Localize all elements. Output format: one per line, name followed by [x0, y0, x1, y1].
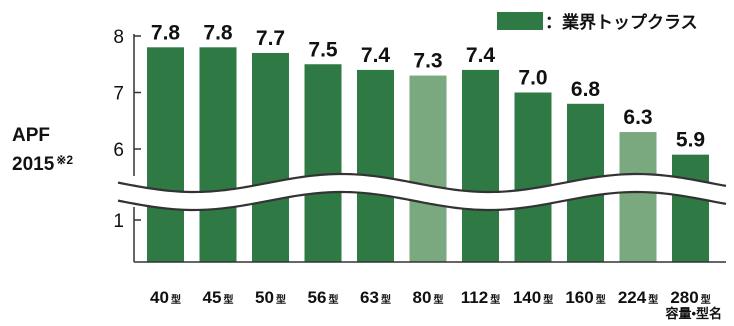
x-tick-140: 140 型	[513, 288, 553, 307]
x-tick-50: 50 型	[255, 288, 286, 307]
value-label-140: 7.0	[518, 67, 547, 90]
y-tick-label-6: 6	[113, 140, 124, 161]
y-tick-label-7: 7	[113, 84, 124, 105]
y-axis: 8 7 6 1	[113, 27, 726, 263]
bar-63	[357, 69, 394, 263]
value-label-40: 7.8	[151, 21, 181, 44]
x-tick-56: 56 型	[308, 288, 339, 307]
x-tick-80: 80 型	[413, 288, 444, 307]
y-tick-label-1: 1	[113, 211, 124, 232]
value-label-56: 7.5	[308, 38, 338, 61]
x-tick-112: 112 型	[461, 288, 500, 307]
bar-40	[147, 47, 184, 262]
x-tick-40: 40 型	[150, 288, 181, 307]
value-label-63: 7.4	[361, 44, 391, 67]
bar-224	[619, 132, 657, 262]
bar-80	[409, 75, 447, 262]
x-tick-280: 280 型	[670, 288, 710, 307]
value-label-160: 6.8	[571, 78, 601, 101]
bars-group	[147, 47, 709, 263]
value-label-80: 7.3	[413, 50, 442, 73]
value-label-224: 6.3	[623, 106, 652, 129]
bar-50	[252, 52, 289, 263]
value-label-280: 5.9	[676, 129, 705, 152]
x-tick-63: 63 型	[360, 288, 391, 307]
bar-112	[462, 69, 499, 263]
x-axis-label: 容量•型名	[664, 306, 722, 321]
y-axis-label-line2: 2015 ※2	[12, 153, 74, 175]
x-tick-45: 45 型	[203, 288, 234, 307]
y-axis-label-line1: APF	[12, 125, 50, 146]
legend-label: ：業界トップクラス	[545, 12, 698, 33]
break-edge-bottom	[117, 190, 727, 212]
y-axis-label-note: ※2	[56, 153, 74, 167]
break-edge-top	[117, 172, 727, 194]
x-tick-224: 224 型	[618, 288, 658, 307]
y-tick-label-8: 8	[113, 27, 124, 48]
bar-56	[304, 64, 342, 262]
value-label-50: 7.7	[256, 27, 285, 50]
value-label-112: 7.4	[466, 44, 496, 67]
axis-break	[117, 172, 727, 212]
x-tick-labels: 40 型 45 型 50 型 56 型 63 型 80 型 112 型 140 型 160 型 224 型 280 型	[150, 288, 711, 307]
x-tick-160: 160 型	[565, 288, 605, 307]
bar-45	[199, 47, 237, 262]
y-axis-label: APF 2015 ※2	[12, 124, 73, 177]
bar-140	[514, 92, 552, 262]
legend: ：業界トップクラス	[497, 12, 698, 33]
bar-280	[672, 154, 709, 262]
legend-swatch	[497, 12, 543, 30]
value-labels: 7.8 7.8 7.7 7.5 7.4 7.3 7.4 7.0 6.8 6.3 5.9	[151, 21, 705, 151]
value-label-45: 7.8	[203, 21, 233, 44]
